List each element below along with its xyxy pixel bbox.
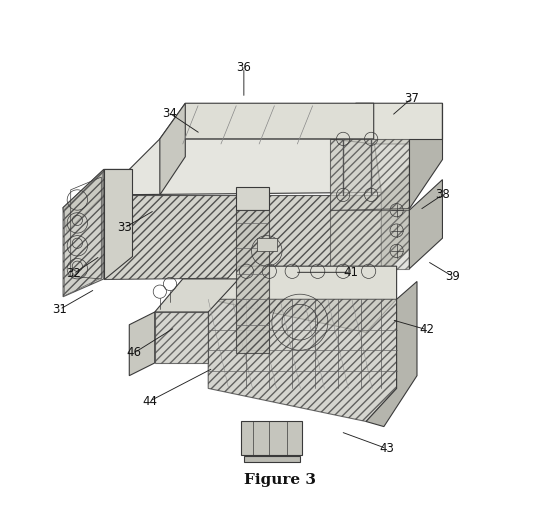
Polygon shape bbox=[63, 169, 104, 297]
Polygon shape bbox=[160, 103, 185, 195]
Polygon shape bbox=[244, 456, 300, 462]
Polygon shape bbox=[381, 164, 409, 276]
Polygon shape bbox=[236, 187, 269, 210]
Text: 43: 43 bbox=[379, 442, 394, 455]
Polygon shape bbox=[104, 139, 381, 195]
Polygon shape bbox=[236, 210, 269, 353]
Text: 44: 44 bbox=[142, 395, 157, 408]
Text: 41: 41 bbox=[343, 266, 358, 279]
Text: 39: 39 bbox=[445, 270, 460, 283]
Text: 33: 33 bbox=[117, 222, 131, 234]
Polygon shape bbox=[366, 282, 417, 426]
Polygon shape bbox=[63, 169, 132, 231]
Text: 37: 37 bbox=[405, 92, 419, 104]
Polygon shape bbox=[155, 312, 208, 363]
Polygon shape bbox=[208, 266, 397, 332]
Polygon shape bbox=[155, 279, 239, 312]
Polygon shape bbox=[160, 103, 374, 139]
Polygon shape bbox=[241, 421, 302, 455]
Polygon shape bbox=[330, 139, 409, 210]
Text: 31: 31 bbox=[52, 303, 67, 316]
Text: 42: 42 bbox=[420, 324, 435, 336]
Text: 32: 32 bbox=[66, 267, 80, 281]
Polygon shape bbox=[129, 312, 155, 376]
Polygon shape bbox=[330, 210, 409, 269]
Polygon shape bbox=[409, 180, 443, 269]
Polygon shape bbox=[208, 300, 397, 421]
Text: 38: 38 bbox=[435, 188, 450, 201]
Text: 36: 36 bbox=[236, 61, 252, 74]
Polygon shape bbox=[257, 238, 277, 251]
Polygon shape bbox=[330, 103, 443, 144]
Text: 46: 46 bbox=[127, 346, 142, 359]
Text: Figure 3: Figure 3 bbox=[244, 473, 315, 487]
Polygon shape bbox=[104, 169, 132, 279]
Text: 34: 34 bbox=[163, 107, 177, 120]
Polygon shape bbox=[409, 103, 443, 208]
Polygon shape bbox=[104, 195, 381, 279]
